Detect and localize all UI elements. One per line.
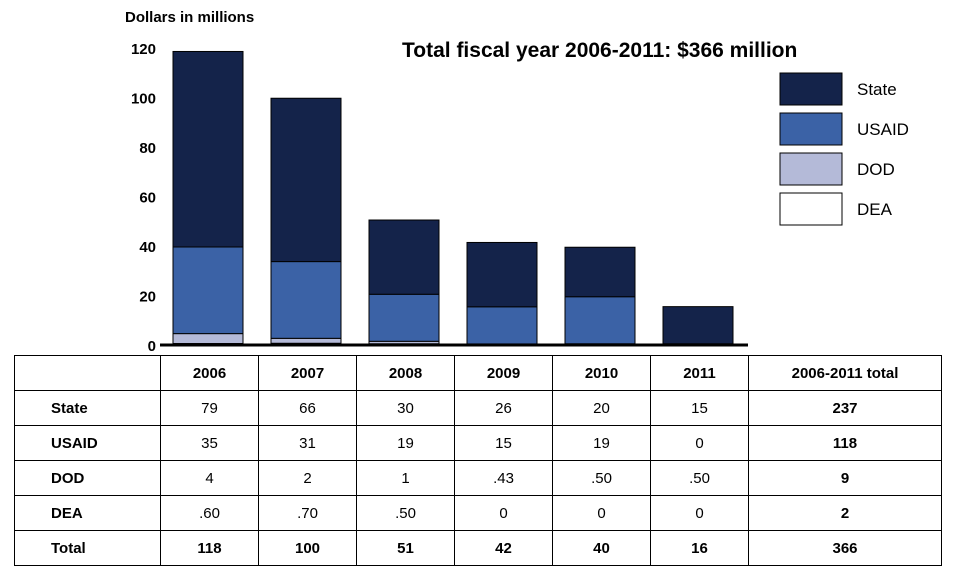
table-row: DEA .60.70.50 0 0 0 2 bbox=[14, 495, 942, 531]
table-total-cell: 2 bbox=[748, 495, 942, 531]
table-total-cell: 366 bbox=[748, 530, 942, 566]
bar-state-2006 bbox=[172, 50, 244, 248]
table-row: Total 118 100 51 42 40 16 366 bbox=[14, 530, 942, 566]
legend-swatch-dod bbox=[779, 152, 843, 186]
table-header-cell: 2007 bbox=[258, 355, 357, 391]
table-row: USAID 35 31 19 15 19 0 118 bbox=[14, 425, 942, 461]
bar-usaid-2009 bbox=[466, 306, 538, 345]
table-cell: 16 bbox=[650, 530, 749, 566]
table-cell: 31 bbox=[258, 425, 357, 461]
y-tick-label: 100 bbox=[131, 91, 156, 108]
bar-usaid-2006 bbox=[172, 246, 244, 335]
y-axis-label: Dollars in millions bbox=[125, 9, 254, 26]
bar-usaid-2010 bbox=[564, 296, 636, 345]
legend-label-dea: DEA bbox=[857, 200, 893, 219]
data-table: 2006 2007 2008 2009 2010 2011 2006-2011 total S… bbox=[14, 355, 942, 566]
table-row-label: State bbox=[14, 390, 161, 426]
table-total-cell: 118 bbox=[748, 425, 942, 461]
table-cell: 30 bbox=[356, 390, 455, 426]
table-row-label: DOD bbox=[14, 460, 161, 496]
table-row: DOD 4 2 1.43.50.50 9 bbox=[14, 460, 942, 496]
table-header-cell: 2006 bbox=[160, 355, 259, 391]
table-cell: 2 bbox=[258, 460, 357, 496]
bar-state-2008 bbox=[368, 219, 440, 295]
table-cell: 40 bbox=[552, 530, 651, 566]
y-tick-label: 60 bbox=[139, 190, 156, 207]
table-cell: 19 bbox=[356, 425, 455, 461]
table-cell: .70 bbox=[258, 495, 357, 531]
table-cell: .50 bbox=[552, 460, 651, 496]
legend: State USAID DOD DEA bbox=[779, 72, 909, 226]
bar-dod-2006 bbox=[172, 333, 244, 345]
table-total-cell: 237 bbox=[748, 390, 942, 426]
stacked-bar-chart: Dollars in millions Total fiscal year 20… bbox=[125, 9, 909, 355]
table-cell: 15 bbox=[650, 390, 749, 426]
table-row-label: USAID bbox=[14, 425, 161, 461]
legend-swatch-state bbox=[779, 72, 843, 106]
y-tick-label: 20 bbox=[139, 289, 156, 306]
table-cell: 51 bbox=[356, 530, 455, 566]
table-cell: 79 bbox=[160, 390, 259, 426]
table-cell: 118 bbox=[160, 530, 259, 566]
bar-usaid-2008 bbox=[368, 293, 440, 342]
table-cell: 20 bbox=[552, 390, 651, 426]
table-cell: 1 bbox=[356, 460, 455, 496]
y-axis-ticks: 0 20 40 60 80 100 120 bbox=[131, 41, 156, 355]
table-total-cell: 9 bbox=[748, 460, 942, 496]
y-tick-label: 40 bbox=[139, 239, 156, 256]
chart-title: Total fiscal year 2006-2011: $366 millio… bbox=[402, 39, 797, 62]
table-cell: 19 bbox=[552, 425, 651, 461]
table-header-cell: 2011 bbox=[650, 355, 749, 391]
table-row: State 79 66 30 26 20 15 237 bbox=[14, 390, 942, 426]
table-row-label: Total bbox=[14, 530, 161, 566]
bar-dod-2007 bbox=[270, 337, 342, 344]
y-tick-label: 120 bbox=[131, 41, 156, 58]
table-cell: 0 bbox=[650, 495, 749, 531]
table-header-cell: 2010 bbox=[552, 355, 651, 391]
bar-usaid-2007 bbox=[270, 261, 342, 339]
table-cell: 0 bbox=[552, 495, 651, 531]
table-cell: 26 bbox=[454, 390, 553, 426]
table-cell: 42 bbox=[454, 530, 553, 566]
bar-state-2007 bbox=[270, 97, 342, 263]
table-cell: 0 bbox=[650, 425, 749, 461]
table-cell: .60 bbox=[160, 495, 259, 531]
bar-state-2011 bbox=[662, 306, 734, 345]
table-cell: 35 bbox=[160, 425, 259, 461]
table-cell: .50 bbox=[650, 460, 749, 496]
y-tick-label: 0 bbox=[148, 338, 156, 355]
legend-label-dod: DOD bbox=[857, 160, 895, 179]
table-header-row: 2006 2007 2008 2009 2010 2011 2006-2011 total bbox=[14, 355, 942, 391]
bar-state-2009 bbox=[466, 241, 538, 308]
bar-state-2010 bbox=[564, 246, 636, 298]
legend-swatch-usaid bbox=[779, 112, 843, 146]
table-header-cell: 2006-2011 total bbox=[748, 355, 942, 391]
table-corner-cell bbox=[14, 355, 161, 391]
table-cell: 4 bbox=[160, 460, 259, 496]
table-cell: 15 bbox=[454, 425, 553, 461]
legend-swatch-dea bbox=[779, 192, 843, 226]
table-header-cell: 2008 bbox=[356, 355, 455, 391]
table-cell: 66 bbox=[258, 390, 357, 426]
table-header-cell: 2009 bbox=[454, 355, 553, 391]
table-cell: 100 bbox=[258, 530, 357, 566]
y-tick-label: 80 bbox=[139, 140, 156, 157]
legend-label-usaid: USAID bbox=[857, 120, 909, 139]
table-row-label: DEA bbox=[14, 495, 161, 531]
table-cell: .50 bbox=[356, 495, 455, 531]
legend-label-state: State bbox=[857, 80, 897, 99]
table-cell: .43 bbox=[454, 460, 553, 496]
bars-group bbox=[172, 50, 734, 346]
table-cell: 0 bbox=[454, 495, 553, 531]
